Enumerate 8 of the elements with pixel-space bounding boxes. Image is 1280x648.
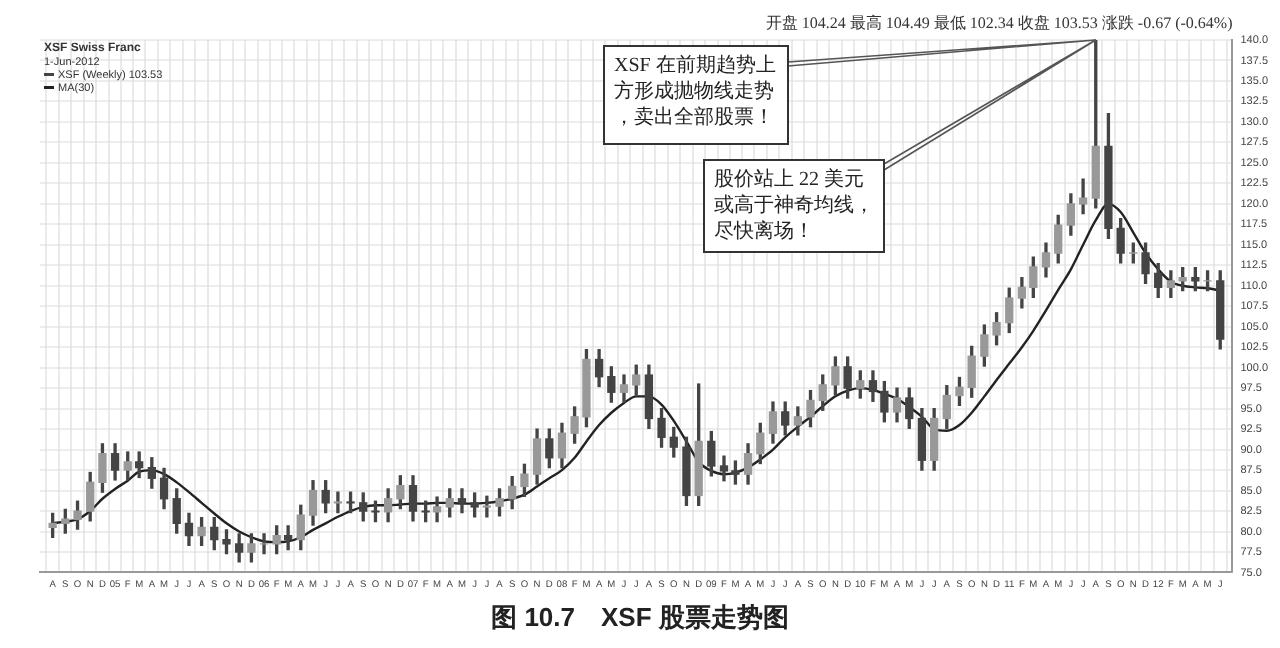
- candlestick: [482, 495, 492, 518]
- text: 图 10.7 XSF 股票走势图: [489, 600, 791, 636]
- annotation: XSF 在前期趋势上方形成抛物线走势，卖出全部股票！: [614, 53, 776, 130]
- annotation: 股价站上 22 美元或高于神奇均线，尽快离场！: [714, 167, 874, 244]
- candlestick: [457, 488, 467, 514]
- candlestick: [333, 491, 343, 514]
- text: 开盘 104.24 最高 104.49 最低 102.34 收盘 103.53 涨跌 -0.67 (-0.64%): [765, 14, 1234, 32]
- candlestick: [1078, 178, 1088, 215]
